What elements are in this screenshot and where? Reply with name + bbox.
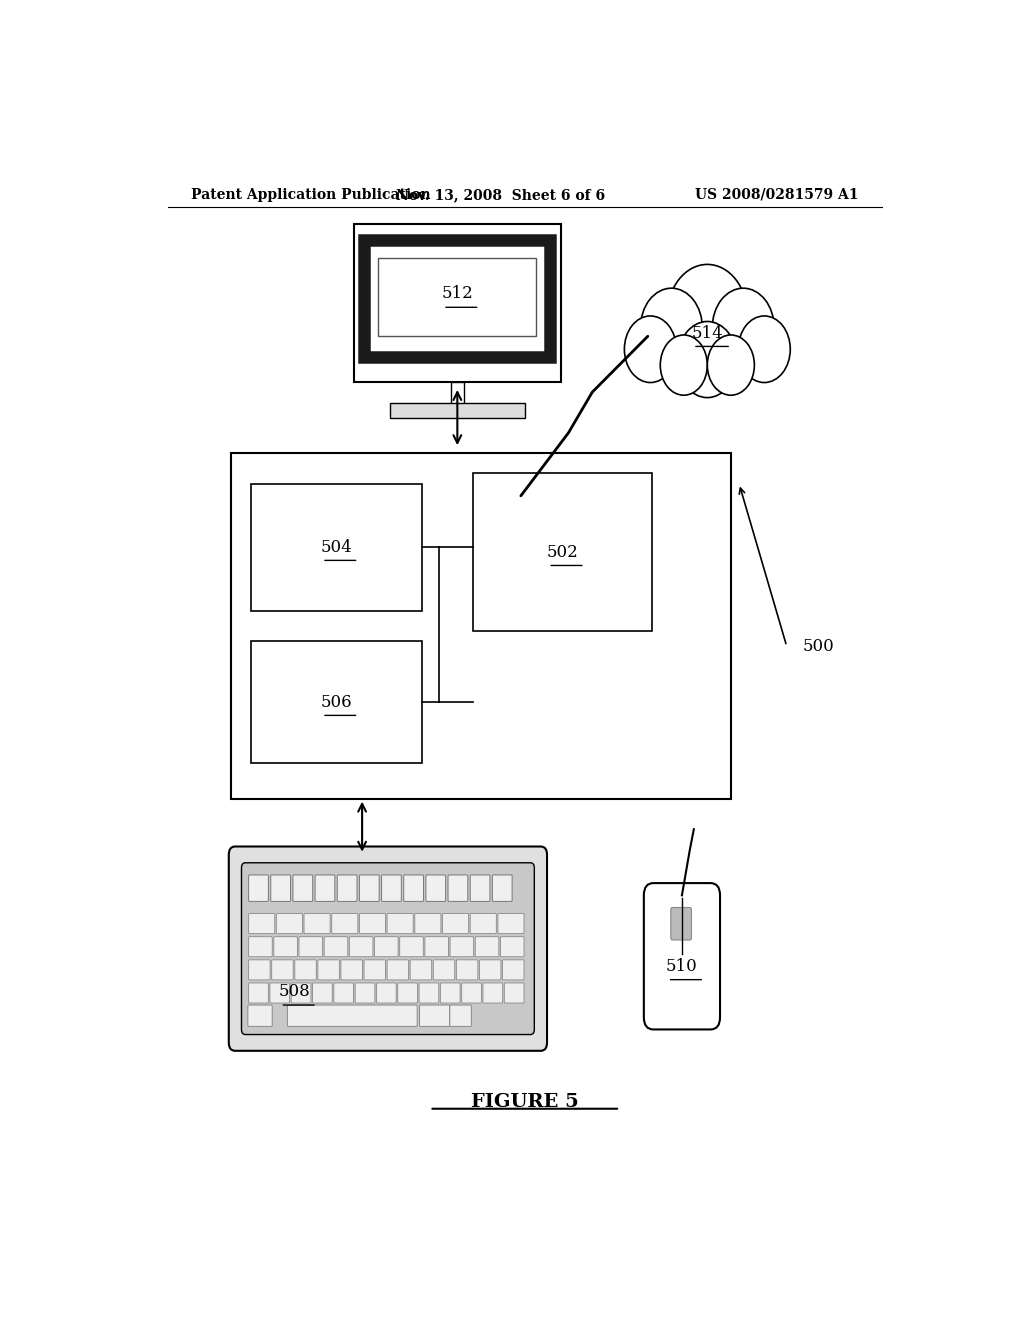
FancyBboxPatch shape: [249, 960, 270, 979]
FancyBboxPatch shape: [364, 960, 385, 979]
Text: 504: 504: [321, 539, 352, 556]
FancyBboxPatch shape: [288, 1005, 417, 1027]
FancyBboxPatch shape: [349, 937, 373, 957]
Text: 502: 502: [547, 544, 579, 561]
FancyBboxPatch shape: [457, 960, 478, 979]
FancyBboxPatch shape: [449, 875, 468, 902]
Text: FIGURE 5: FIGURE 5: [471, 1093, 579, 1110]
FancyBboxPatch shape: [415, 913, 441, 933]
FancyBboxPatch shape: [473, 474, 652, 631]
FancyBboxPatch shape: [249, 875, 268, 902]
Text: 510: 510: [666, 958, 697, 975]
FancyBboxPatch shape: [403, 875, 424, 902]
FancyBboxPatch shape: [375, 937, 398, 957]
FancyBboxPatch shape: [504, 983, 524, 1003]
FancyBboxPatch shape: [451, 937, 474, 957]
FancyBboxPatch shape: [451, 381, 464, 404]
FancyBboxPatch shape: [644, 883, 720, 1030]
FancyBboxPatch shape: [249, 937, 272, 957]
FancyBboxPatch shape: [251, 483, 422, 611]
FancyBboxPatch shape: [276, 913, 302, 933]
FancyBboxPatch shape: [390, 404, 524, 417]
FancyBboxPatch shape: [399, 937, 423, 957]
FancyBboxPatch shape: [419, 983, 439, 1003]
Circle shape: [660, 335, 708, 395]
FancyBboxPatch shape: [671, 907, 691, 940]
FancyBboxPatch shape: [355, 983, 375, 1003]
FancyBboxPatch shape: [341, 960, 362, 979]
FancyBboxPatch shape: [249, 983, 268, 1003]
FancyBboxPatch shape: [273, 937, 297, 957]
FancyBboxPatch shape: [411, 960, 432, 979]
FancyBboxPatch shape: [359, 875, 379, 902]
FancyBboxPatch shape: [312, 983, 332, 1003]
FancyBboxPatch shape: [440, 983, 460, 1003]
FancyBboxPatch shape: [270, 875, 291, 902]
Circle shape: [708, 335, 755, 395]
FancyBboxPatch shape: [442, 913, 469, 933]
Circle shape: [640, 288, 702, 367]
Circle shape: [667, 264, 748, 367]
FancyBboxPatch shape: [503, 960, 524, 979]
Circle shape: [625, 315, 677, 383]
FancyBboxPatch shape: [475, 937, 499, 957]
FancyBboxPatch shape: [359, 913, 385, 933]
Text: 508: 508: [279, 983, 310, 1001]
FancyBboxPatch shape: [293, 875, 312, 902]
FancyBboxPatch shape: [364, 240, 550, 356]
FancyBboxPatch shape: [337, 875, 357, 902]
FancyBboxPatch shape: [248, 1005, 272, 1027]
FancyBboxPatch shape: [450, 1005, 471, 1027]
FancyBboxPatch shape: [501, 937, 524, 957]
FancyBboxPatch shape: [493, 875, 512, 902]
FancyBboxPatch shape: [387, 913, 414, 933]
FancyBboxPatch shape: [304, 913, 330, 933]
FancyBboxPatch shape: [483, 983, 503, 1003]
FancyBboxPatch shape: [332, 913, 357, 933]
Circle shape: [713, 288, 774, 367]
Text: 514: 514: [691, 325, 723, 342]
FancyBboxPatch shape: [382, 875, 401, 902]
FancyBboxPatch shape: [291, 983, 311, 1003]
FancyBboxPatch shape: [378, 257, 536, 337]
FancyBboxPatch shape: [295, 960, 316, 979]
FancyBboxPatch shape: [231, 453, 731, 799]
Text: 500: 500: [803, 638, 835, 655]
FancyBboxPatch shape: [299, 937, 323, 957]
FancyBboxPatch shape: [251, 642, 422, 763]
FancyBboxPatch shape: [462, 983, 481, 1003]
FancyBboxPatch shape: [228, 846, 547, 1051]
FancyBboxPatch shape: [377, 983, 396, 1003]
Circle shape: [678, 322, 737, 397]
Text: Nov. 13, 2008  Sheet 6 of 6: Nov. 13, 2008 Sheet 6 of 6: [396, 187, 605, 202]
FancyBboxPatch shape: [325, 937, 348, 957]
FancyBboxPatch shape: [334, 983, 353, 1003]
FancyBboxPatch shape: [270, 983, 290, 1003]
FancyBboxPatch shape: [397, 983, 418, 1003]
FancyBboxPatch shape: [387, 960, 409, 979]
FancyBboxPatch shape: [470, 913, 497, 933]
FancyBboxPatch shape: [271, 960, 293, 979]
Text: US 2008/0281579 A1: US 2008/0281579 A1: [694, 187, 858, 202]
Text: Patent Application Publication: Patent Application Publication: [191, 187, 431, 202]
Text: 506: 506: [321, 694, 352, 710]
Text: 512: 512: [441, 285, 473, 301]
FancyBboxPatch shape: [498, 913, 524, 933]
FancyBboxPatch shape: [317, 960, 339, 979]
FancyBboxPatch shape: [354, 224, 560, 381]
FancyBboxPatch shape: [249, 913, 274, 933]
FancyBboxPatch shape: [470, 875, 489, 902]
FancyBboxPatch shape: [425, 937, 449, 957]
Circle shape: [738, 315, 791, 383]
FancyBboxPatch shape: [426, 875, 445, 902]
FancyBboxPatch shape: [420, 1005, 450, 1027]
FancyBboxPatch shape: [433, 960, 455, 979]
FancyBboxPatch shape: [242, 863, 535, 1035]
FancyBboxPatch shape: [315, 875, 335, 902]
FancyBboxPatch shape: [479, 960, 501, 979]
